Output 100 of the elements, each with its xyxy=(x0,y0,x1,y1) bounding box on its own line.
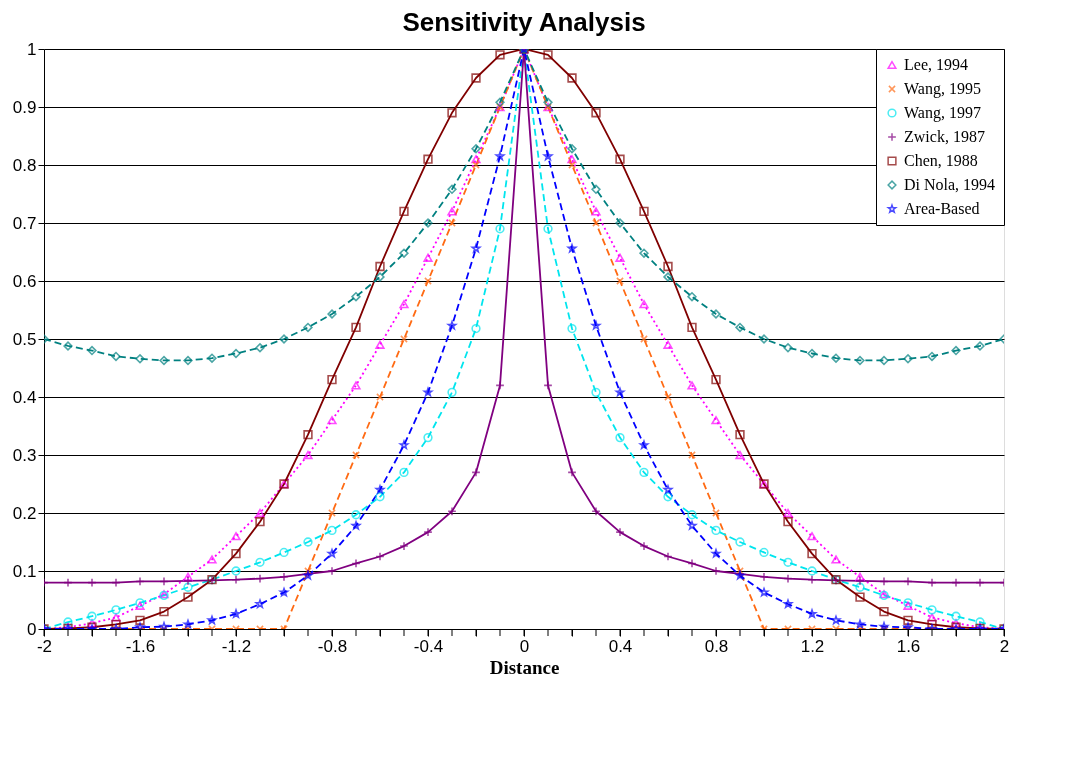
y-tick-label: 0.8 xyxy=(12,155,37,175)
point xyxy=(303,322,313,333)
point xyxy=(471,155,481,164)
point xyxy=(447,506,457,516)
point xyxy=(279,547,289,558)
point xyxy=(495,151,505,161)
point xyxy=(183,576,193,586)
point xyxy=(735,322,745,333)
point xyxy=(687,381,697,390)
point xyxy=(111,605,121,615)
point xyxy=(111,351,121,362)
point xyxy=(567,73,577,83)
point xyxy=(231,548,241,559)
point xyxy=(712,509,720,517)
point xyxy=(159,355,169,366)
point xyxy=(231,575,241,585)
x-tick-label: 2 xyxy=(999,636,1010,656)
point xyxy=(879,355,889,366)
legend-label: Chen, 1988 xyxy=(904,152,978,169)
point xyxy=(255,517,265,527)
point xyxy=(135,615,145,625)
point xyxy=(424,277,432,285)
point xyxy=(87,345,97,356)
point xyxy=(855,572,865,581)
point xyxy=(135,354,145,364)
point xyxy=(759,572,769,582)
point xyxy=(375,272,385,282)
point xyxy=(351,510,361,520)
point xyxy=(663,272,673,282)
point xyxy=(567,144,577,154)
point xyxy=(975,341,985,351)
y-tick-label: 0.2 xyxy=(12,503,37,523)
point xyxy=(327,525,337,536)
point xyxy=(303,430,313,440)
point xyxy=(687,291,697,302)
point xyxy=(207,615,217,625)
point xyxy=(879,606,889,617)
point xyxy=(688,451,696,459)
point xyxy=(87,611,97,621)
point xyxy=(495,224,505,234)
x-tick-label: -0.4 xyxy=(413,636,444,656)
point xyxy=(807,575,817,585)
point xyxy=(255,508,265,518)
point xyxy=(735,430,745,440)
point xyxy=(543,50,553,60)
y-tick-label: 0.4 xyxy=(12,387,37,407)
point xyxy=(447,184,457,195)
point xyxy=(303,450,313,460)
y-tick-label: 1 xyxy=(27,39,37,59)
point xyxy=(615,527,625,537)
y-tick-label: 0 xyxy=(27,619,37,639)
point xyxy=(855,592,865,602)
point xyxy=(951,611,961,621)
x-tick-label: -2 xyxy=(36,636,53,656)
point xyxy=(615,387,625,397)
point xyxy=(327,566,337,576)
point xyxy=(568,161,576,169)
point xyxy=(855,619,865,629)
x-tick-label: 0.8 xyxy=(704,636,729,656)
point xyxy=(591,506,601,516)
legend-label: Lee, 1994 xyxy=(904,56,968,73)
point xyxy=(63,617,73,627)
point xyxy=(327,309,337,319)
point xyxy=(735,450,745,460)
point xyxy=(783,557,793,567)
y-tick-label: 0.1 xyxy=(12,561,37,581)
point xyxy=(255,557,265,567)
point xyxy=(327,416,337,425)
x-axis-title: Distance xyxy=(489,656,560,678)
point xyxy=(639,206,649,217)
point xyxy=(471,243,481,253)
point xyxy=(327,374,337,385)
point xyxy=(591,320,601,330)
legend-label: Di Nola, 1994 xyxy=(904,176,996,193)
point xyxy=(471,73,481,83)
point xyxy=(855,355,865,366)
legend-label: Zwick, 1987 xyxy=(904,128,985,145)
y-tick-label: 0.3 xyxy=(12,445,37,465)
point xyxy=(735,537,745,547)
point xyxy=(831,353,841,363)
point xyxy=(495,50,505,60)
point xyxy=(351,322,361,333)
point xyxy=(615,253,625,262)
point xyxy=(831,615,841,625)
point xyxy=(639,248,649,258)
point xyxy=(255,343,265,353)
point xyxy=(616,277,624,285)
point xyxy=(423,218,433,228)
point xyxy=(495,97,505,108)
point xyxy=(807,548,817,559)
point xyxy=(591,108,601,118)
point xyxy=(352,451,360,459)
point xyxy=(639,541,649,551)
point xyxy=(759,334,769,344)
point xyxy=(927,613,937,622)
point xyxy=(783,508,793,518)
point xyxy=(399,467,409,478)
point xyxy=(447,387,457,398)
point xyxy=(375,261,385,272)
point xyxy=(855,582,865,592)
